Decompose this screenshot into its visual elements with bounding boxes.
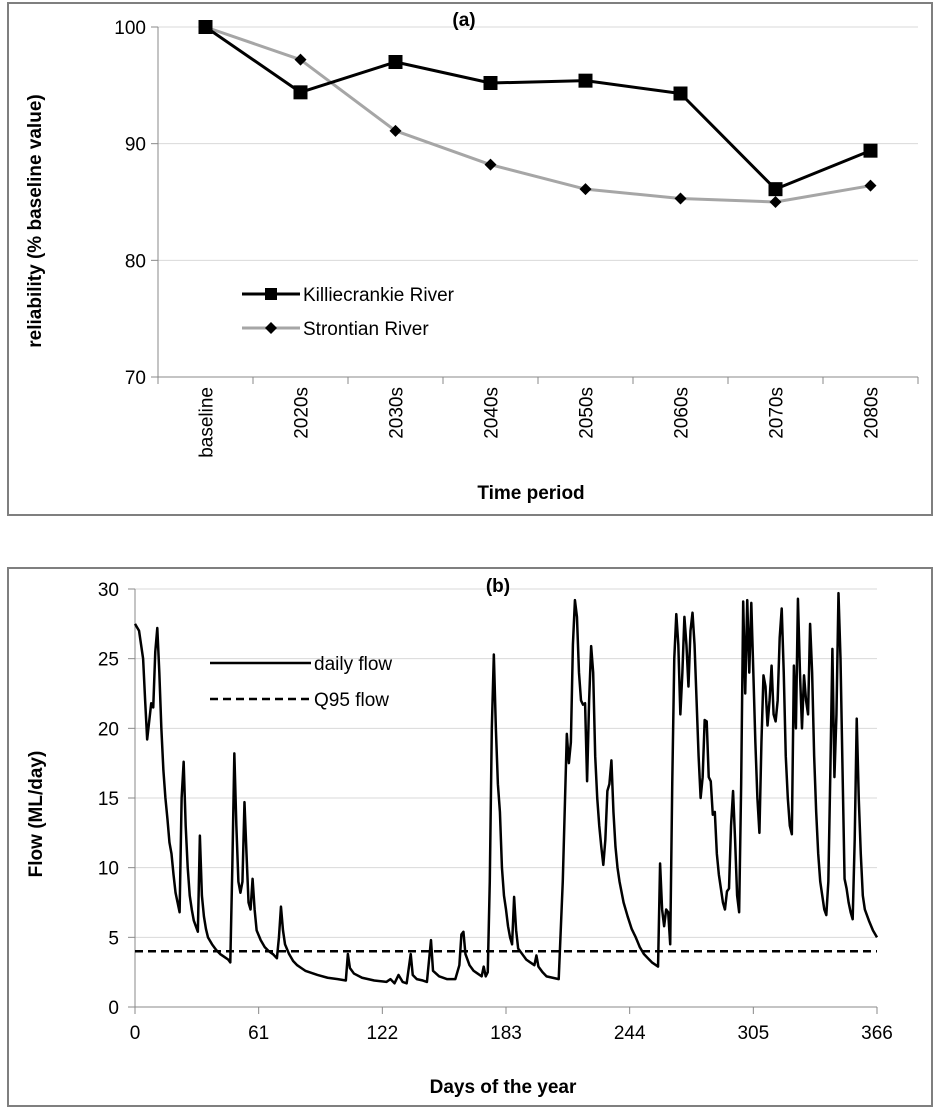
marker-strontian-2060s bbox=[674, 192, 687, 205]
xtick-label-2020s: 2020s bbox=[292, 387, 313, 439]
legend-label-killiecrankie: Killiecrankie River bbox=[303, 285, 455, 306]
chart-b-series bbox=[133, 591, 879, 985]
xtick-label-2070s: 2070s bbox=[767, 387, 788, 439]
marker-killiecrankie-2070s bbox=[768, 182, 783, 197]
chart-a-axes: 70 80 90 100 baseline 2020s 2030s 2040s 2050s 206… bbox=[114, 18, 919, 458]
legend-marker-square bbox=[265, 288, 277, 300]
xtick-label-183: 183 bbox=[490, 1023, 522, 1044]
chart-a-series bbox=[198, 20, 878, 208]
chart-a-xlabel: Time period bbox=[477, 483, 584, 504]
chart-b-axes: 0 5 10 15 20 25 30 0 61 122 183 244 305 366 bbox=[98, 580, 893, 1044]
legend-label-q95-flow: Q95 flow bbox=[314, 690, 389, 711]
marker-killiecrankie-2050s bbox=[578, 73, 593, 88]
xtick-label-baseline: baseline bbox=[197, 387, 218, 458]
marker-killiecrankie-2060s bbox=[673, 86, 688, 101]
marker-strontian-2070s bbox=[769, 196, 782, 208]
series-line-daily-flow bbox=[133, 591, 879, 985]
ytick-label-5: 5 bbox=[108, 928, 119, 949]
xtick-label-2030s: 2030s bbox=[387, 387, 408, 439]
ytick-label-80: 80 bbox=[125, 251, 146, 272]
xtick-label-122: 122 bbox=[366, 1023, 398, 1044]
marker-killiecrankie-2020s bbox=[293, 85, 308, 100]
xtick-label-366: 366 bbox=[861, 1023, 893, 1044]
xtick-label-2080s: 2080s bbox=[862, 387, 883, 439]
marker-killiecrankie-baseline bbox=[198, 20, 213, 34]
ytick-label-30: 30 bbox=[98, 580, 119, 601]
xtick-label-2040s: 2040s bbox=[482, 387, 503, 439]
ytick-label-70: 70 bbox=[125, 368, 146, 389]
xtick-label-244: 244 bbox=[614, 1023, 646, 1044]
chart-a-svg: 70 80 90 100 baseline 2020s 2030s 2040s 2050s 206… bbox=[25, 10, 919, 504]
xtick-label-61: 61 bbox=[248, 1023, 269, 1044]
marker-strontian-2080s bbox=[864, 179, 877, 192]
chart-b-gridlines bbox=[135, 588, 877, 938]
marker-strontian-2020s bbox=[294, 53, 307, 66]
xtick-label-2060s: 2060s bbox=[672, 387, 693, 439]
ytick-label-100: 100 bbox=[114, 18, 146, 39]
chart-a-gridlines bbox=[158, 26, 918, 261]
marker-strontian-2050s bbox=[579, 183, 592, 196]
chart-b-legend: daily flow Q95 flow bbox=[210, 654, 392, 711]
marker-killiecrankie-2040s bbox=[483, 76, 498, 90]
legend-marker-diamond bbox=[265, 322, 277, 334]
ytick-label-20: 20 bbox=[98, 719, 119, 740]
chart-a-ylabel: reliability (% baseline value) bbox=[25, 94, 46, 347]
ytick-label-25: 25 bbox=[98, 650, 119, 671]
ytick-label-0: 0 bbox=[108, 998, 119, 1019]
chart-a-title: (a) bbox=[452, 10, 475, 31]
marker-killiecrankie-2080s bbox=[863, 143, 878, 158]
xtick-label-0: 0 bbox=[130, 1023, 141, 1044]
chart-b-svg: 0 5 10 15 20 25 30 0 61 122 183 244 305 366 (b) Flow … bbox=[26, 576, 893, 1098]
chart-b-xlabel: Days of the year bbox=[430, 1077, 577, 1098]
marker-killiecrankie-2030s bbox=[388, 55, 403, 69]
series-line-strontian-river bbox=[205, 25, 871, 204]
marker-strontian-2030s bbox=[389, 124, 402, 137]
chart-a-legend: Killiecrankie River Strontian River bbox=[242, 285, 455, 340]
ytick-label-90: 90 bbox=[125, 135, 146, 156]
xtick-label-305: 305 bbox=[737, 1023, 769, 1044]
ytick-label-15: 15 bbox=[98, 789, 119, 810]
legend-label-daily-flow: daily flow bbox=[314, 654, 392, 675]
chart-panel-b: 0 5 10 15 20 25 30 0 61 122 183 244 305 366 (b) Flow … bbox=[7, 567, 933, 1107]
series-line-killiecrankie-river bbox=[204, 25, 872, 191]
ytick-label-10: 10 bbox=[98, 859, 119, 880]
chart-b-ylabel: Flow (ML/day) bbox=[26, 751, 47, 878]
xtick-label-2050s: 2050s bbox=[577, 387, 598, 439]
marker-strontian-2040s bbox=[484, 158, 497, 171]
legend-label-strontian: Strontian River bbox=[303, 319, 429, 340]
chart-b-title: (b) bbox=[486, 576, 510, 597]
chart-panel-a: 70 80 90 100 baseline 2020s 2030s 2040s 2050s 206… bbox=[7, 2, 933, 516]
